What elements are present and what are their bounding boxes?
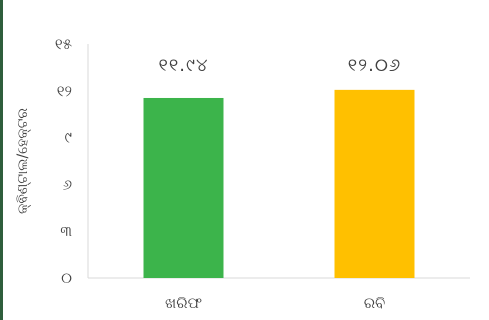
data-label-1: ୧୧.୯୪: [159, 55, 209, 76]
y-axis-title: କ୍ଵିଣ୍ଟାଲ/ହେକ୍ଟର: [15, 108, 31, 214]
y-tick-label: ୧୫: [55, 35, 72, 53]
frame-left-border: [0, 0, 3, 320]
x-category-label-1: ଖରିଫ: [165, 294, 202, 312]
bar-1: [143, 97, 224, 278]
y-tick-label: ୬: [63, 175, 72, 193]
data-label-2: ୧୨.୦୬: [348, 55, 401, 76]
y-tick-label: ୧୨: [57, 82, 72, 100]
y-tick-label: ୯: [65, 129, 72, 147]
y-tick-label: ୦: [61, 269, 72, 287]
bar-2: [334, 89, 415, 278]
x-category-label-2: ରବି: [364, 294, 386, 312]
y-tick-label: ୩: [60, 222, 72, 240]
